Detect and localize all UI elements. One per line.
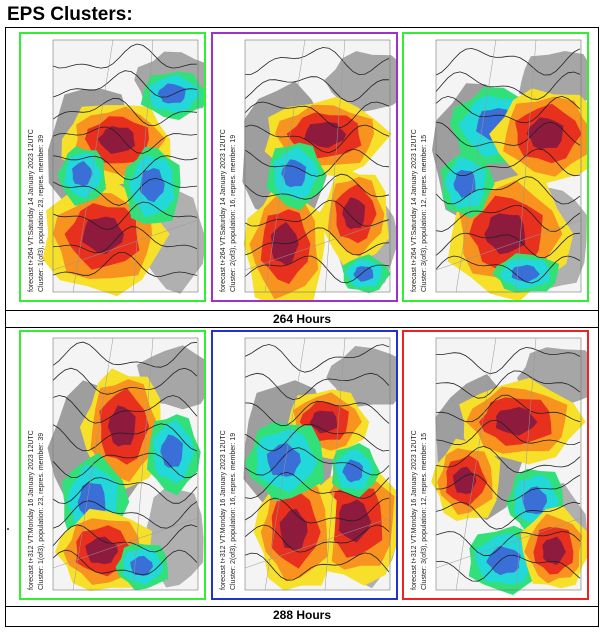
cluster-label: Cluster: 1(of3), population: 23, repres.… [38, 134, 45, 292]
map-image [47, 337, 204, 591]
map-image [431, 337, 587, 595]
forecast-label: forecast t+312 VT:Monday 16 January 2023… [28, 430, 35, 590]
row-divider [6, 606, 598, 607]
forecast-label: forecast t+264 VT:Saturday 14 January 20… [28, 129, 35, 292]
row-divider [6, 310, 598, 311]
cluster-label: Cluster: 1(of3), population: 23, repres.… [38, 432, 45, 590]
row-caption-288: 288 Hours [272, 608, 332, 622]
map-image [432, 39, 587, 300]
cluster-label: Cluster: 2(of3), population: 16, repres.… [230, 432, 237, 590]
map-panel-288-cluster-2[interactable]: forecast t+312 VT:Monday 16 January 2023… [211, 330, 398, 600]
map-panel-288-cluster-3[interactable]: forecast t+312 VT:Monday 16 January 2023… [402, 330, 589, 600]
map-panel-264-cluster-2[interactable]: forecast t+264 VT:Saturday 14 January 20… [211, 32, 398, 302]
cluster-label: Cluster: 3(of3), population: 12, repres.… [421, 134, 428, 292]
map-panel-264-cluster-1[interactable]: forecast t+264 VT:Saturday 14 January 20… [19, 32, 206, 302]
row-caption-264: 264 Hours [272, 312, 332, 326]
forecast-label: forecast t+264 VT:Saturday 14 January 20… [411, 129, 418, 292]
page-title: EPS Clusters: [7, 4, 133, 25]
forecast-label: forecast t+312 VT:Monday 16 January 2023… [411, 430, 418, 590]
map-panel-264-cluster-3[interactable]: forecast t+264 VT:Saturday 14 January 20… [402, 32, 589, 302]
cluster-label: Cluster: 2(of3), population: 16, repres.… [230, 134, 237, 292]
map-panel-288-cluster-1[interactable]: forecast t+312 VT:Monday 16 January 2023… [19, 330, 206, 600]
cluster-label: Cluster: 3(of3), population: 12, repres.… [421, 432, 428, 590]
clusters-table: 264 Hours 288 Hours [5, 27, 599, 627]
map-image [243, 337, 396, 591]
stray-mark [7, 528, 9, 530]
row-divider [6, 327, 598, 328]
forecast-label: forecast t+264 VT:Saturday 14 January 20… [220, 129, 227, 292]
map-image [242, 39, 396, 300]
forecast-label: forecast t+312 VT:Monday 16 January 2023… [220, 430, 227, 590]
map-image [42, 39, 204, 297]
